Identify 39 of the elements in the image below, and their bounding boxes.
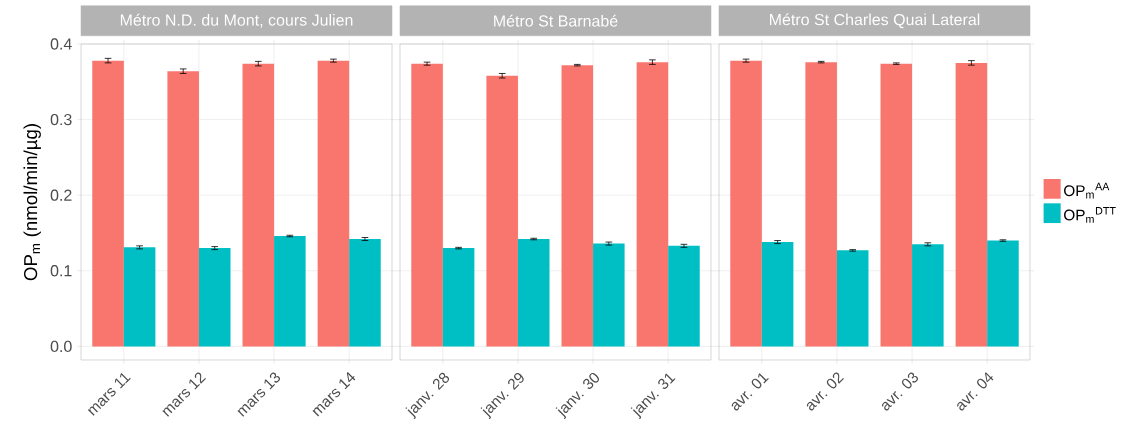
bar [730,60,762,347]
x-tick-label: avr. 01 [731,373,769,411]
bar [349,239,381,347]
bar [92,60,124,347]
bar [668,245,700,347]
bar [593,243,625,347]
bar [836,250,869,347]
bar [561,65,594,347]
bar [805,62,837,347]
y-tick-label: 0.2 [50,189,72,201]
bar [442,248,475,347]
x-tick-label: avr. 02 [806,372,844,411]
bar [880,63,913,347]
y-axis-title: OP$_{m}$ (nmol/min/µg) [23,124,41,281]
bar [411,63,443,347]
legend-label: OP$_{m}$DTT [1064,207,1116,223]
bar [955,62,988,347]
chart-title: Métro St Charles Quai Lateral [769,13,980,29]
bar [317,60,350,347]
bar [636,62,669,347]
bar [761,242,794,347]
y-tick-label: 0.4 [50,38,72,50]
bar [987,240,1019,347]
x-tick-label: avr. 03 [882,372,919,411]
y-tick-label: 0.0 [50,340,72,353]
bar [912,244,944,347]
bar [123,247,156,347]
bar [274,236,306,347]
bar [486,75,518,347]
y-tick-label: 0.3 [50,113,72,126]
legend-label: OP$_{m}$AA [1064,182,1110,199]
bar [242,63,275,347]
bar [167,71,199,347]
x-tick-label: avr. 04 [957,372,994,411]
y-tick-label: 0.1 [50,265,72,277]
bar [198,248,231,347]
chart-title: Métro St Barnabé [494,14,618,27]
chart-title: Métro N.D. du Mont, cours Julien [120,13,353,28]
bar [517,239,550,347]
